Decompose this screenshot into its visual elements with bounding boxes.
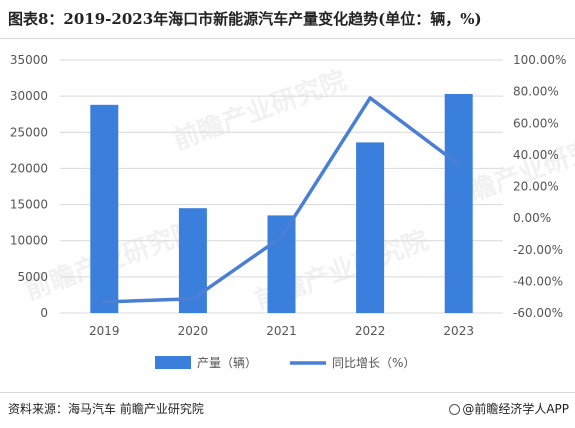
- y-left-tick-label: 5000: [17, 270, 48, 284]
- y-left-tick-label: 25000: [10, 125, 48, 139]
- bar: [178, 208, 207, 313]
- bar: [444, 93, 473, 313]
- x-tick-label: 2021: [266, 324, 297, 338]
- source-note: 资料来源：海马汽车 前瞻产业研究院: [8, 402, 204, 416]
- line-point: [368, 96, 372, 100]
- title-divider: [0, 38, 575, 39]
- bar: [356, 142, 385, 313]
- y-right-tick-label: 60.00%: [513, 116, 559, 130]
- x-tick-label: 2022: [355, 324, 386, 338]
- y-right-tick-label: 100.00%: [513, 53, 566, 67]
- line-point: [191, 297, 195, 301]
- brand-text: @前瞻经济学人APP: [462, 402, 569, 416]
- y-left-tick-label: 0: [40, 306, 48, 320]
- bar: [90, 104, 119, 314]
- y-right-tick-label: -20.00%: [513, 243, 563, 257]
- combo-chart: 0 5000 10000 15000 20000 25000 30000 35000 -60.0…: [10, 53, 567, 370]
- y-right-tick-label: 80.00%: [513, 85, 559, 99]
- legend-bar-swatch: [155, 356, 191, 369]
- y-left-tick-label: 20000: [10, 161, 48, 175]
- x-tick-label: 2023: [443, 324, 474, 338]
- legend-label: 产量（辆）: [197, 356, 257, 370]
- y-right-tick-label: -40.00%: [513, 274, 563, 288]
- y-left-tick-label: 30000: [10, 89, 48, 103]
- y-left-tick-label: 10000: [10, 234, 48, 248]
- y-right-tick-label: -60.00%: [513, 306, 563, 320]
- y-right-tick-label: 40.00%: [513, 148, 559, 162]
- y-right-tick-label: 20.00%: [513, 180, 559, 194]
- x-tick-label: 2020: [178, 324, 209, 338]
- brand-credit: @前瞻经济学人APP: [449, 400, 569, 417]
- line-point: [457, 162, 461, 166]
- legend-label: 同比增长（%）: [332, 356, 415, 370]
- x-tick-label: 2019: [89, 324, 120, 338]
- line-point: [280, 235, 283, 239]
- y-right-tick-label: 0.00%: [513, 211, 551, 225]
- chart-title: 图表8：2019-2023年海口市新能源汽车产量变化趋势(单位：辆，%): [8, 10, 482, 28]
- line-point: [102, 300, 106, 304]
- bar: [267, 215, 296, 313]
- y-left-tick-label: 35000: [10, 53, 48, 67]
- y-left-tick-label: 15000: [10, 198, 48, 212]
- brand-logo-icon: [449, 404, 461, 415]
- footer-divider: [0, 392, 575, 393]
